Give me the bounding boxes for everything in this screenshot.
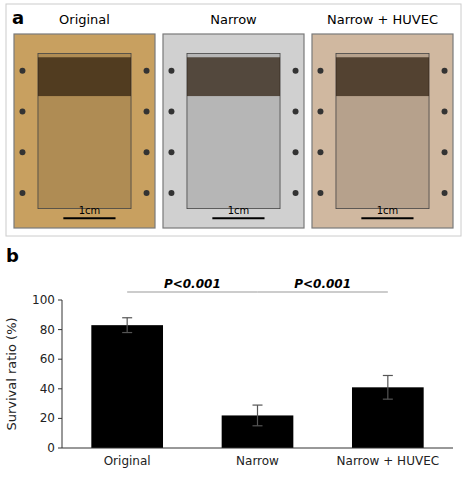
panel-b: b 0 20 40 60 80 100 Original Narrow Narrow + HUVE… <box>4 245 453 468</box>
scale-bar-label: 1cm <box>228 205 250 216</box>
specimen <box>336 53 429 208</box>
screw <box>19 109 25 115</box>
screw <box>168 68 174 74</box>
screw <box>442 68 448 74</box>
scale-bar <box>361 217 413 219</box>
error-stem <box>127 318 128 333</box>
photo-frame <box>14 34 155 228</box>
y-tick-label: 0 <box>47 441 55 455</box>
necrotic-area <box>38 57 131 96</box>
scale-bar <box>63 217 115 219</box>
photo-frame <box>163 34 304 228</box>
y-tick-label: 80 <box>40 323 55 337</box>
y-tick <box>58 448 62 449</box>
screw <box>19 149 25 155</box>
screw <box>317 149 323 155</box>
error-stem <box>257 405 258 426</box>
error-bar <box>383 375 393 399</box>
photo-frame <box>312 34 453 228</box>
specimen <box>38 53 131 208</box>
x-tick-label: Original <box>104 454 151 468</box>
bars <box>91 318 423 448</box>
screw <box>317 109 323 115</box>
screw <box>317 68 323 74</box>
panel-label: b <box>6 245 19 266</box>
error-cap <box>383 399 393 400</box>
panel-label: a <box>12 7 24 28</box>
screw <box>144 149 150 155</box>
y-tick-label: 60 <box>40 352 55 366</box>
chart-root: a Original 1cm Narrow 1cm Narrow + HUVEC 1cm b 0… <box>0 0 467 484</box>
error-cap <box>383 375 393 376</box>
screw <box>442 190 448 196</box>
y-tick-label: 40 <box>40 382 55 396</box>
necrotic-area <box>336 57 429 96</box>
screw <box>168 149 174 155</box>
panel-a: a Original 1cm Narrow 1cm Narrow + HUVEC 1cm <box>6 4 461 236</box>
column-title: Narrow <box>210 12 257 27</box>
screw <box>442 149 448 155</box>
screw <box>442 109 448 115</box>
error-bar <box>122 318 132 333</box>
screw <box>19 68 25 74</box>
screw <box>293 190 299 196</box>
figure: a Original 1cm Narrow 1cm Narrow + HUVEC 1cm b 0… <box>0 0 467 484</box>
significance-label: P<0.001 <box>294 277 351 291</box>
y-axis-label: Survival ratio (%) <box>4 317 19 430</box>
error-cap <box>122 317 132 318</box>
necrotic-area <box>187 57 280 96</box>
significance-bracket <box>127 292 257 293</box>
column-title: Original <box>59 12 110 27</box>
screw <box>19 190 25 196</box>
y-axis-line <box>62 300 63 448</box>
bar <box>91 325 163 448</box>
x-axis-line <box>62 448 453 449</box>
y-tick <box>58 329 62 330</box>
panel-a-frame <box>6 4 461 236</box>
error-bar <box>253 405 263 426</box>
significance-bracket <box>258 292 388 293</box>
screw <box>144 68 150 74</box>
y-tick <box>58 388 62 389</box>
screw <box>317 190 323 196</box>
screw <box>293 109 299 115</box>
scale-bar <box>212 217 264 219</box>
y-tick-label: 20 <box>40 411 55 425</box>
error-cap <box>253 425 263 426</box>
scale-bar-label: 1cm <box>377 205 399 216</box>
screw <box>144 190 150 196</box>
screw <box>168 109 174 115</box>
y-tick-label: 100 <box>32 293 55 307</box>
x-tick-label: Narrow <box>236 454 279 468</box>
screw <box>293 68 299 74</box>
scale-bar-label: 1cm <box>79 205 101 216</box>
y-tick <box>58 418 62 419</box>
significance-label: P<0.001 <box>164 277 221 291</box>
error-cap <box>253 404 263 405</box>
y-tick <box>58 300 62 301</box>
column-title: Narrow + HUVEC <box>327 12 438 27</box>
screw <box>293 149 299 155</box>
x-tick-label: Narrow + HUVEC <box>337 454 440 468</box>
screw <box>168 190 174 196</box>
specimen <box>187 53 280 208</box>
error-cap <box>122 332 132 333</box>
screw <box>144 109 150 115</box>
y-tick <box>58 359 62 360</box>
error-stem <box>387 375 388 399</box>
